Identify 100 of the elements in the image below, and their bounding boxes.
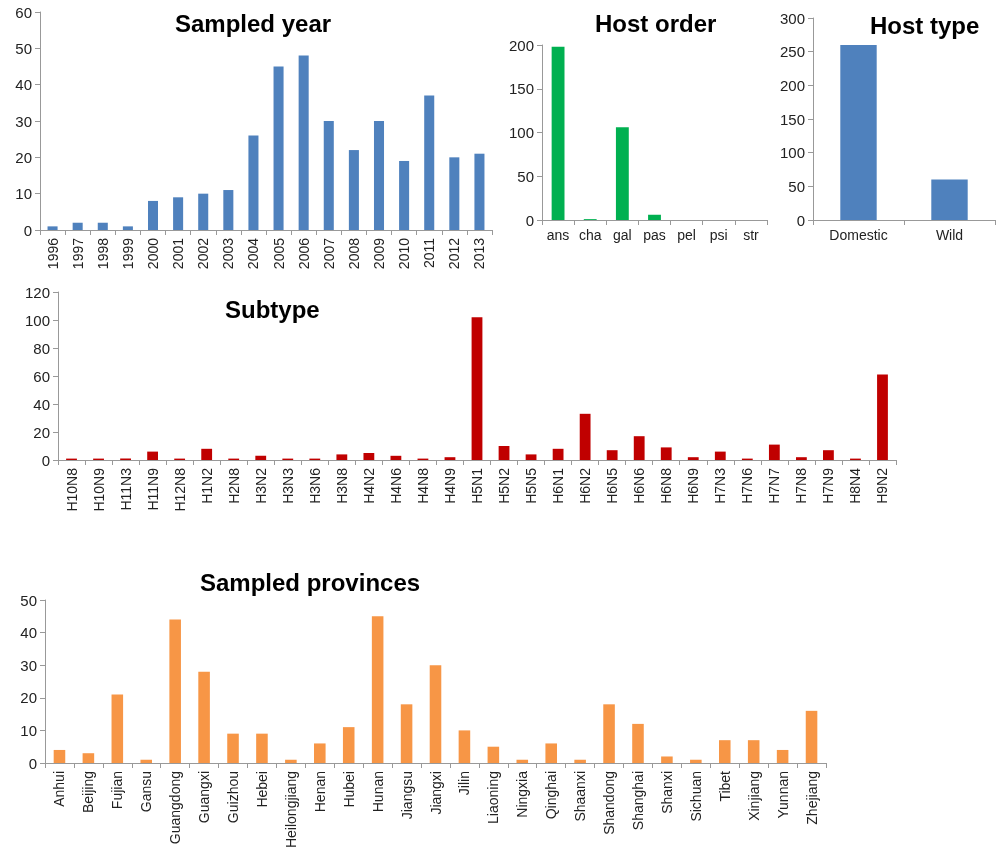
bar [147,200,159,230]
x-tick-label: cha [578,227,602,243]
bar [201,448,213,460]
bar [603,704,615,763]
y-tick-label: 20 [15,148,32,166]
x-tick-label: 2009 [371,237,387,270]
y-tick-label: 200 [779,76,805,94]
x-tick-label: 2006 [295,237,312,270]
bar [877,374,888,460]
bar [323,121,334,230]
bar [805,710,818,763]
x-tick-label: 1999 [119,237,136,270]
x-tick-label: 2010 [396,237,413,270]
x-tick-label: Hubei [340,771,357,808]
bar [633,436,645,460]
y-tick-label: 30 [20,656,37,674]
x-tick-label: 1998 [94,237,111,270]
bar [399,160,410,230]
y-tick-label: 60 [15,3,32,21]
y-tick-label: 30 [15,112,32,130]
x-tick-label: H6N5 [604,467,621,504]
bar [718,740,731,763]
bar [487,746,500,763]
y-tick-label: 20 [20,689,37,707]
bar [474,153,485,230]
bar [690,759,702,763]
x-tick-label: Shanghai [629,771,646,831]
bar [660,447,672,460]
x-tick-label: H6N9 [685,467,702,504]
x-tick-label: 1997 [69,237,86,270]
bar [449,157,460,230]
x-tick-label: Henan [311,771,328,813]
bar [53,749,66,763]
bar [227,733,239,763]
y-tick-label: 20 [33,423,50,441]
y-tick-label: 100 [24,311,50,329]
chart-title: Sampled provinces [200,568,421,596]
chart-title: Sampled year [175,9,332,37]
bar [552,448,564,460]
y-tick-label: 250 [779,43,805,61]
bar [615,127,629,220]
bar [574,759,586,763]
bar [373,121,385,230]
bar [111,694,124,763]
x-tick-label: H5N1 [469,467,485,504]
x-tick-label: H6N6 [631,467,648,504]
x-tick-label: Guangxi [196,771,213,824]
y-tick-label: 50 [15,39,32,57]
bar [336,454,348,460]
bar [545,743,557,763]
x-tick-label: H9N2 [874,467,891,504]
bar [140,759,153,763]
bar [198,671,210,763]
y-tick-label: 100 [779,144,805,162]
x-tick-label: H4N9 [441,467,458,504]
x-tick-label: H7N3 [712,467,729,504]
bar [47,226,58,230]
bar [82,753,95,763]
x-tick-label: Guizhou [225,771,242,824]
x-tick-label: H6N8 [658,467,675,504]
y-tick-label: 80 [33,339,50,357]
bar [776,749,789,763]
bar [342,727,355,763]
x-tick-label: 2004 [245,237,262,270]
bar [147,451,159,460]
bar [551,46,565,220]
x-tick-label: H11N3 [117,467,134,511]
x-tick-label: Tibet [716,770,733,802]
bar [458,730,471,763]
x-tick-label: H11N9 [144,467,161,511]
y-tick-label: 300 [779,9,805,27]
bar [223,190,234,230]
x-tick-label: psi [709,227,728,243]
x-tick-label: 2000 [145,237,161,270]
y-tick-label: 40 [20,624,37,642]
y-tick-label: 0 [23,221,32,239]
x-tick-label: pel [677,227,696,243]
bar [390,455,402,460]
x-tick-label: H4N8 [414,467,431,504]
x-tick-label: Jilin [456,771,473,796]
x-tick-label: 2003 [220,237,237,270]
bar [661,756,673,763]
y-tick-label: 150 [779,110,805,128]
bar [516,759,529,763]
y-tick-label: 10 [15,185,32,203]
x-tick-label: Gansu [138,771,155,813]
y-tick-label: 10 [20,721,37,739]
bar [444,457,456,460]
x-tick-label: H7N9 [820,467,837,504]
y-tick-label: 100 [508,124,534,141]
x-tick-label: H5N2 [496,467,513,504]
x-tick-label: 2007 [320,237,337,270]
x-tick-label: 2013 [471,237,488,270]
x-tick-label: H2N8 [225,467,242,504]
x-tick-label: 2005 [270,237,287,270]
x-tick-label: Hebei [253,771,270,808]
x-tick-label: gal [613,227,632,243]
bar [248,135,259,230]
x-tick-label: H8N4 [847,467,864,504]
bar [256,733,268,763]
